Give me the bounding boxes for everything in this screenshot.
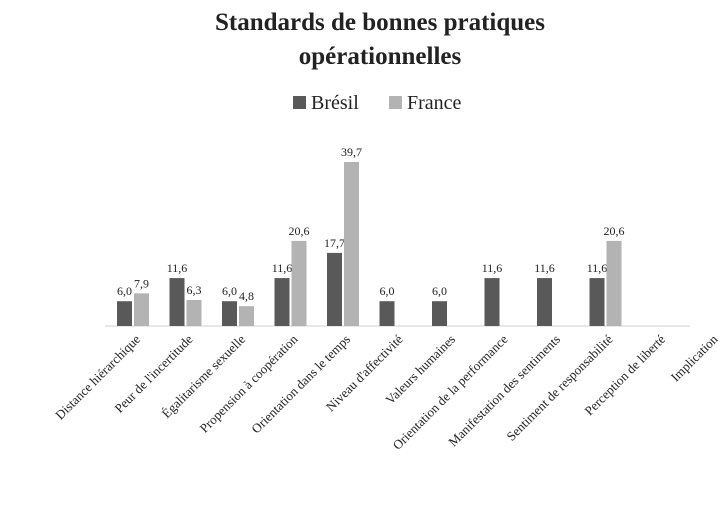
data-label: 6,0 bbox=[432, 284, 447, 298]
bar bbox=[134, 293, 149, 326]
bar bbox=[291, 240, 307, 326]
x-tick-label: Orientation dans le temps bbox=[248, 332, 353, 437]
x-tick-label: Sentiment de responsabilité bbox=[503, 331, 615, 443]
x-tick-label: Propension à coopération bbox=[197, 331, 301, 435]
data-label: 6,0 bbox=[222, 284, 237, 298]
data-label: 6,0 bbox=[117, 284, 132, 298]
legend-label: France bbox=[407, 92, 462, 114]
bar bbox=[117, 301, 132, 326]
data-label: 39,7 bbox=[341, 145, 362, 159]
data-label: 6,3 bbox=[187, 283, 202, 297]
x-tick-label: Distance hiérarchique bbox=[52, 331, 143, 422]
bar bbox=[379, 301, 395, 326]
data-label: 11,6 bbox=[587, 261, 608, 275]
legend-label: Brésil bbox=[311, 92, 359, 114]
bar bbox=[606, 240, 622, 326]
chart-title-line2: opérationnelles bbox=[299, 43, 462, 70]
bar bbox=[484, 278, 500, 326]
data-label: 11,6 bbox=[534, 261, 555, 275]
bar bbox=[239, 306, 254, 326]
legend-swatch bbox=[293, 96, 306, 109]
bar bbox=[186, 299, 202, 326]
data-label: 6,0 bbox=[380, 284, 395, 298]
bar bbox=[169, 278, 185, 326]
chart-title-line1: Standards de bonnes pratiques bbox=[215, 9, 545, 36]
data-label: 17,7 bbox=[324, 236, 345, 250]
legend-swatch bbox=[389, 96, 402, 109]
bar bbox=[222, 301, 237, 326]
x-tick-label: Implication bbox=[668, 331, 720, 384]
bar bbox=[327, 252, 342, 326]
data-label: 11,6 bbox=[272, 261, 293, 275]
data-label: 20,6 bbox=[289, 224, 310, 238]
data-label: 11,6 bbox=[167, 261, 188, 275]
data-label: 7,9 bbox=[134, 276, 149, 290]
bar bbox=[432, 301, 447, 326]
bar bbox=[537, 278, 552, 326]
data-label: 4,8 bbox=[239, 289, 254, 303]
bar bbox=[344, 162, 359, 326]
data-label: 11,6 bbox=[482, 261, 503, 275]
bar bbox=[589, 278, 605, 326]
data-label: 20,6 bbox=[604, 224, 625, 238]
bar bbox=[274, 278, 290, 326]
